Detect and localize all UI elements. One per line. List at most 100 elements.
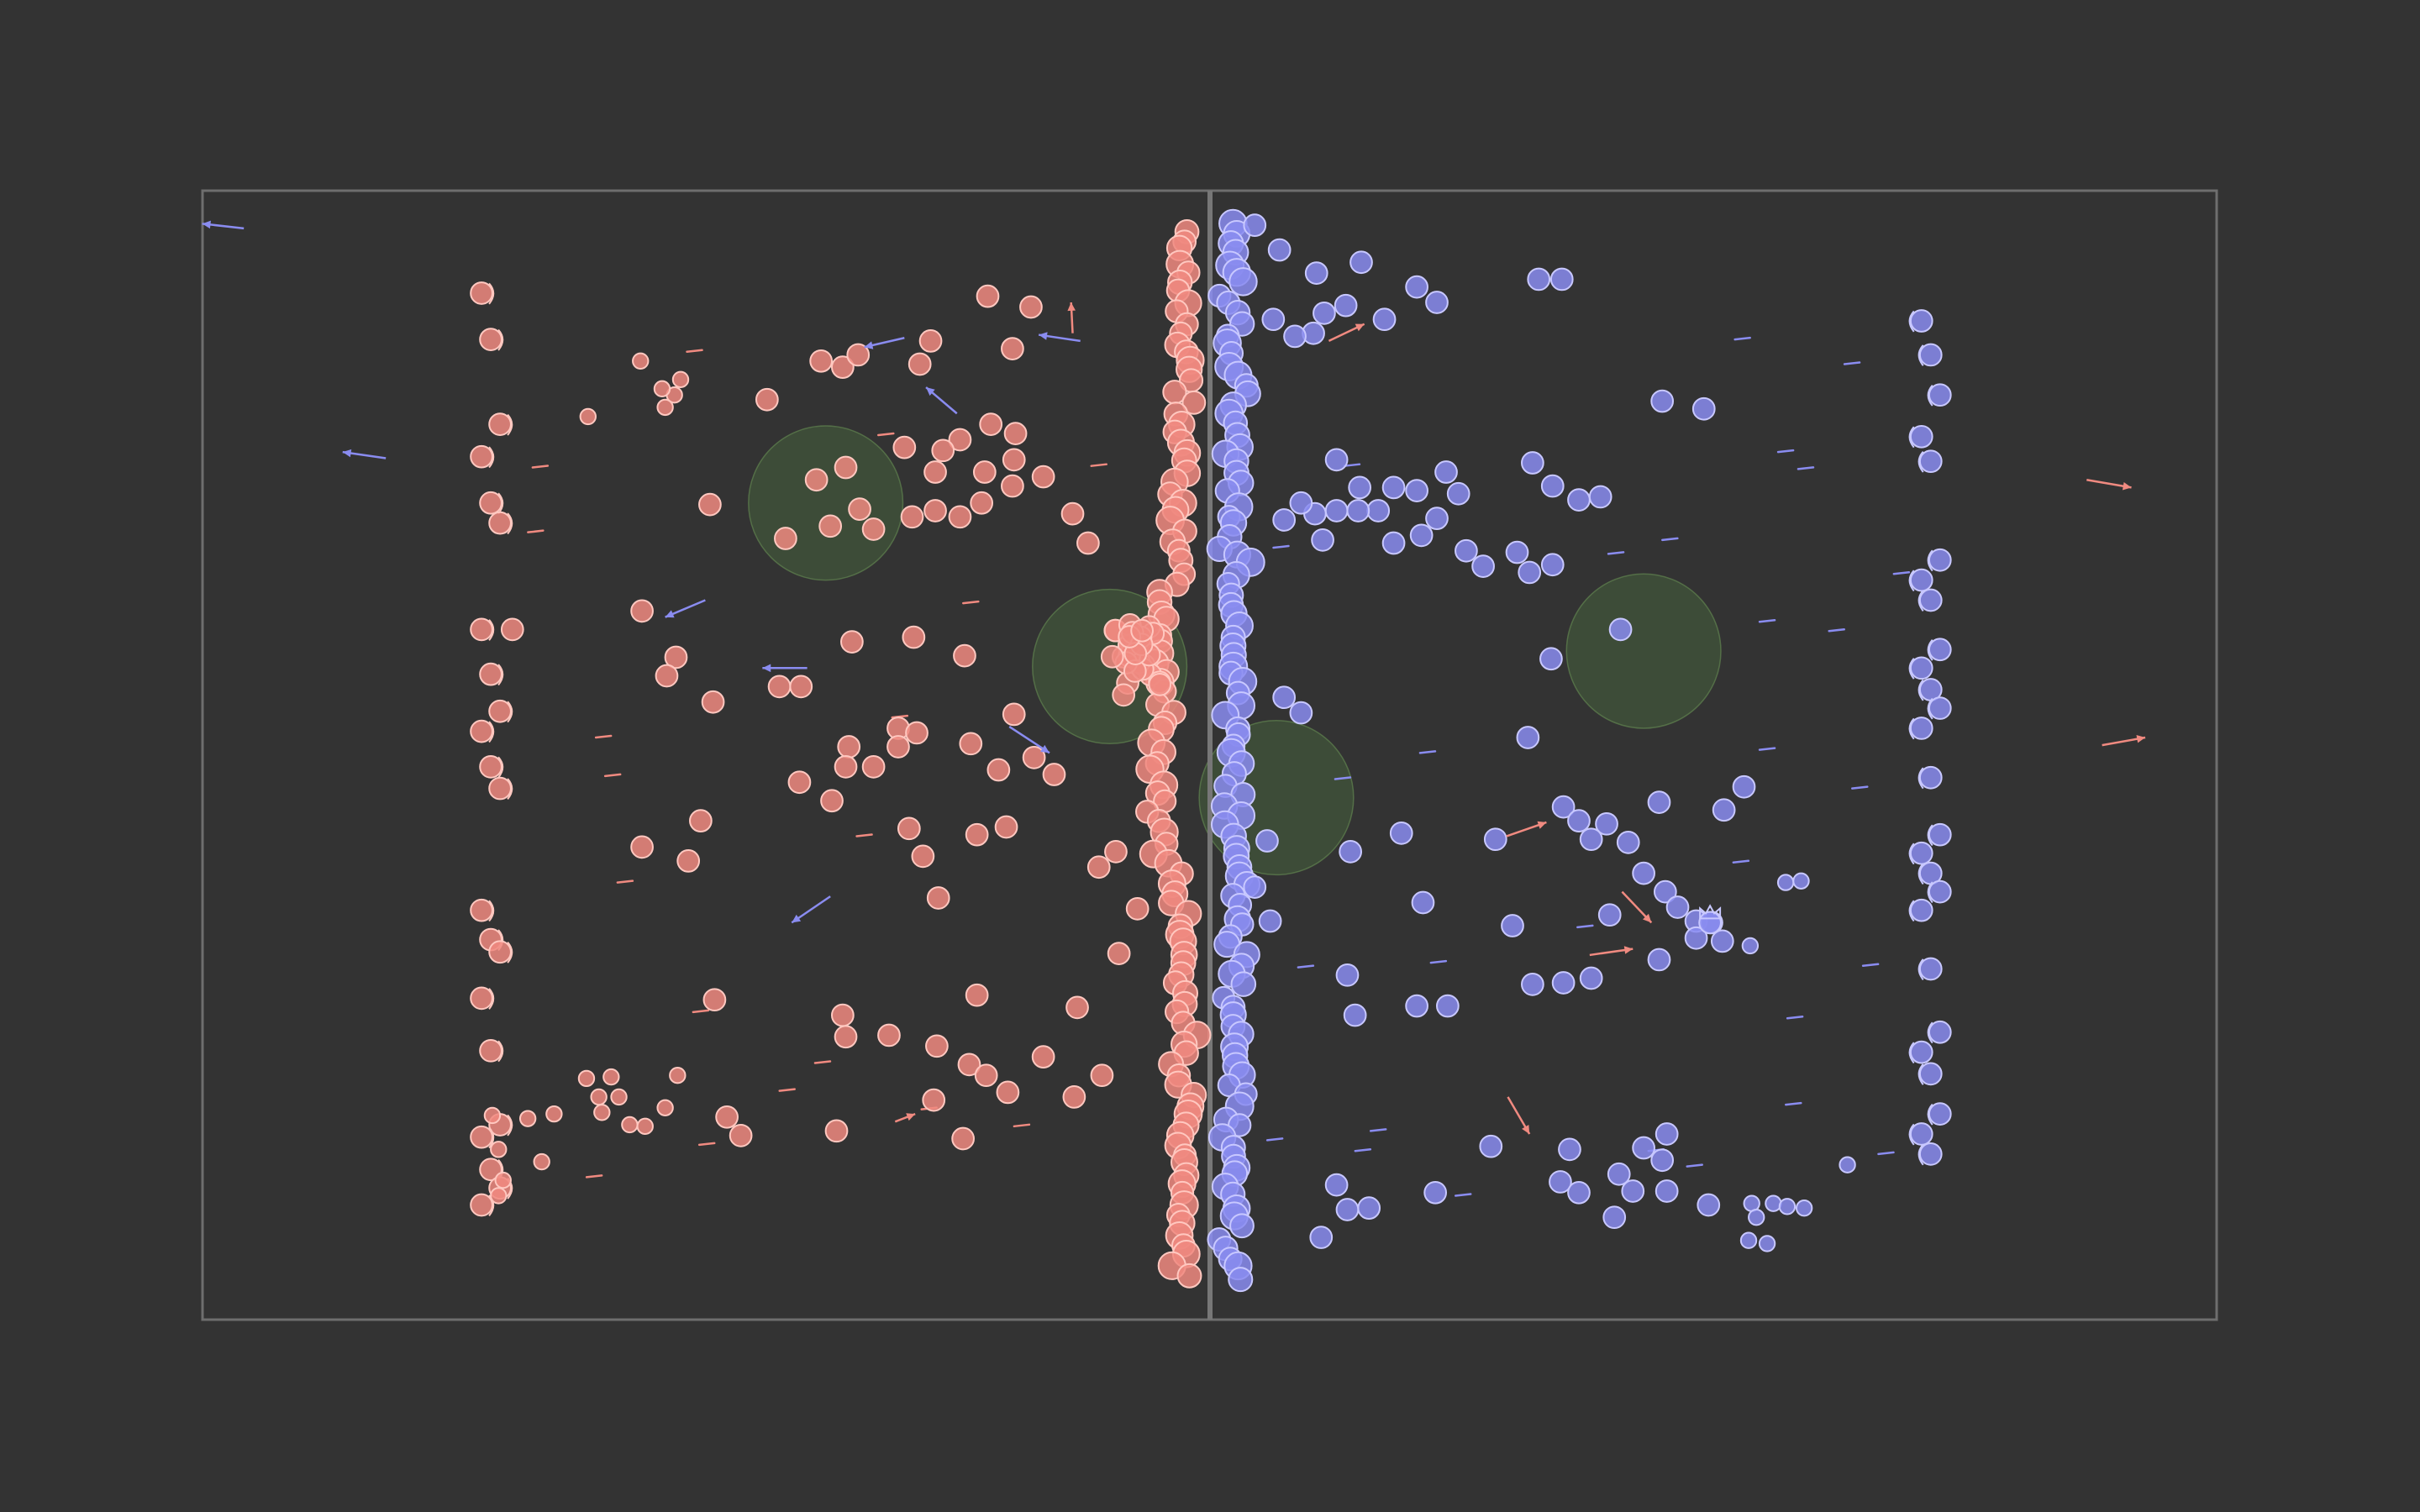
trail-dash [1013, 1123, 1031, 1128]
player-token [948, 505, 972, 529]
motion-trail [497, 328, 504, 351]
player-token [1655, 1122, 1679, 1146]
player-token [1065, 995, 1089, 1020]
motion-trail [1908, 310, 1915, 333]
player-token [1602, 1205, 1627, 1230]
player-token [1372, 307, 1397, 332]
motion-trail [1927, 881, 1933, 904]
motion-trail [497, 756, 504, 779]
player-token [1739, 1231, 1758, 1249]
player-token [488, 940, 512, 964]
player-token [1579, 966, 1603, 990]
player-token [1567, 809, 1591, 833]
player-token [701, 690, 725, 714]
player-token [1002, 702, 1026, 727]
player-token [1311, 528, 1334, 552]
velocity-arrows [202, 220, 2146, 1135]
player-token [1346, 499, 1370, 522]
motion-trail [1908, 717, 1915, 740]
motion-trail [488, 446, 495, 469]
player-token [1632, 861, 1655, 885]
player-token [593, 1104, 611, 1121]
player-token [1792, 872, 1810, 890]
player-token [1647, 948, 1671, 972]
player-token [1632, 1136, 1655, 1160]
player-token [470, 898, 493, 922]
player-token [957, 1053, 981, 1077]
trail-dash [778, 1088, 796, 1092]
player-token [1479, 1134, 1503, 1158]
player-token [1086, 855, 1111, 879]
player-token [470, 444, 493, 469]
player-token [846, 343, 871, 367]
player-token [996, 1080, 1020, 1105]
player-token [671, 370, 690, 389]
player-token [1909, 1040, 1933, 1064]
player-token [1002, 448, 1026, 472]
motion-trail [1927, 549, 1933, 572]
player-token [1918, 449, 1943, 474]
trail-dash [527, 529, 544, 533]
velocity-arrow [925, 386, 958, 415]
player-token [831, 355, 855, 379]
player-token [1650, 389, 1675, 413]
trail-dash [1843, 361, 1861, 365]
player-token [1423, 1180, 1448, 1205]
player-token [1324, 499, 1349, 522]
trail-dash [855, 833, 873, 837]
player-token [755, 387, 779, 412]
trail-dash [1785, 1101, 1802, 1106]
velocity-arrow [894, 1112, 916, 1123]
player-token [1621, 1179, 1645, 1203]
player-token [470, 1193, 493, 1217]
player-token [922, 1088, 946, 1112]
player-token [1558, 1137, 1581, 1162]
trail-dash [1851, 785, 1869, 790]
crown-icon [1699, 904, 1722, 920]
player-token [918, 329, 943, 353]
player-token [905, 721, 929, 745]
player-token [488, 776, 512, 801]
player-token [1540, 553, 1565, 577]
player-token [664, 645, 688, 669]
player-token [479, 662, 502, 686]
player-token [1381, 531, 1406, 555]
player-token [1289, 491, 1313, 515]
player-token [1518, 560, 1542, 585]
velocity-arrow [202, 220, 245, 230]
trail-dash [1297, 964, 1315, 969]
player-token [1409, 523, 1434, 548]
player-token [1181, 390, 1207, 415]
velocity-arrow [1328, 323, 1365, 343]
motion-trail [497, 1040, 504, 1063]
trail-dash [531, 465, 550, 469]
player-token [1551, 795, 1576, 819]
player-token [1334, 293, 1358, 318]
player-token [630, 599, 654, 623]
player-token [789, 675, 813, 699]
motion-trail [1918, 590, 1924, 612]
motion-trail [1918, 767, 1924, 790]
player-token [488, 699, 512, 723]
player-token [1471, 554, 1495, 578]
player-token [729, 1123, 753, 1147]
player-token [1909, 898, 1933, 922]
player-token [900, 505, 924, 529]
player-token [911, 844, 935, 869]
player-token [1710, 929, 1734, 953]
player-token [948, 428, 972, 452]
velocity-arrow [2086, 478, 2132, 491]
player-token [470, 986, 493, 1011]
trail-dash [1776, 449, 1795, 454]
motion-trail [507, 701, 513, 723]
player-token [1272, 685, 1297, 710]
player-token [1549, 267, 1574, 291]
player-token [1405, 994, 1428, 1018]
player-token [689, 809, 713, 833]
player-token [1335, 963, 1360, 987]
player-token [1090, 1063, 1114, 1088]
player-token [892, 435, 917, 459]
player-token [1389, 821, 1413, 845]
velocity-arrow [1038, 332, 1081, 343]
